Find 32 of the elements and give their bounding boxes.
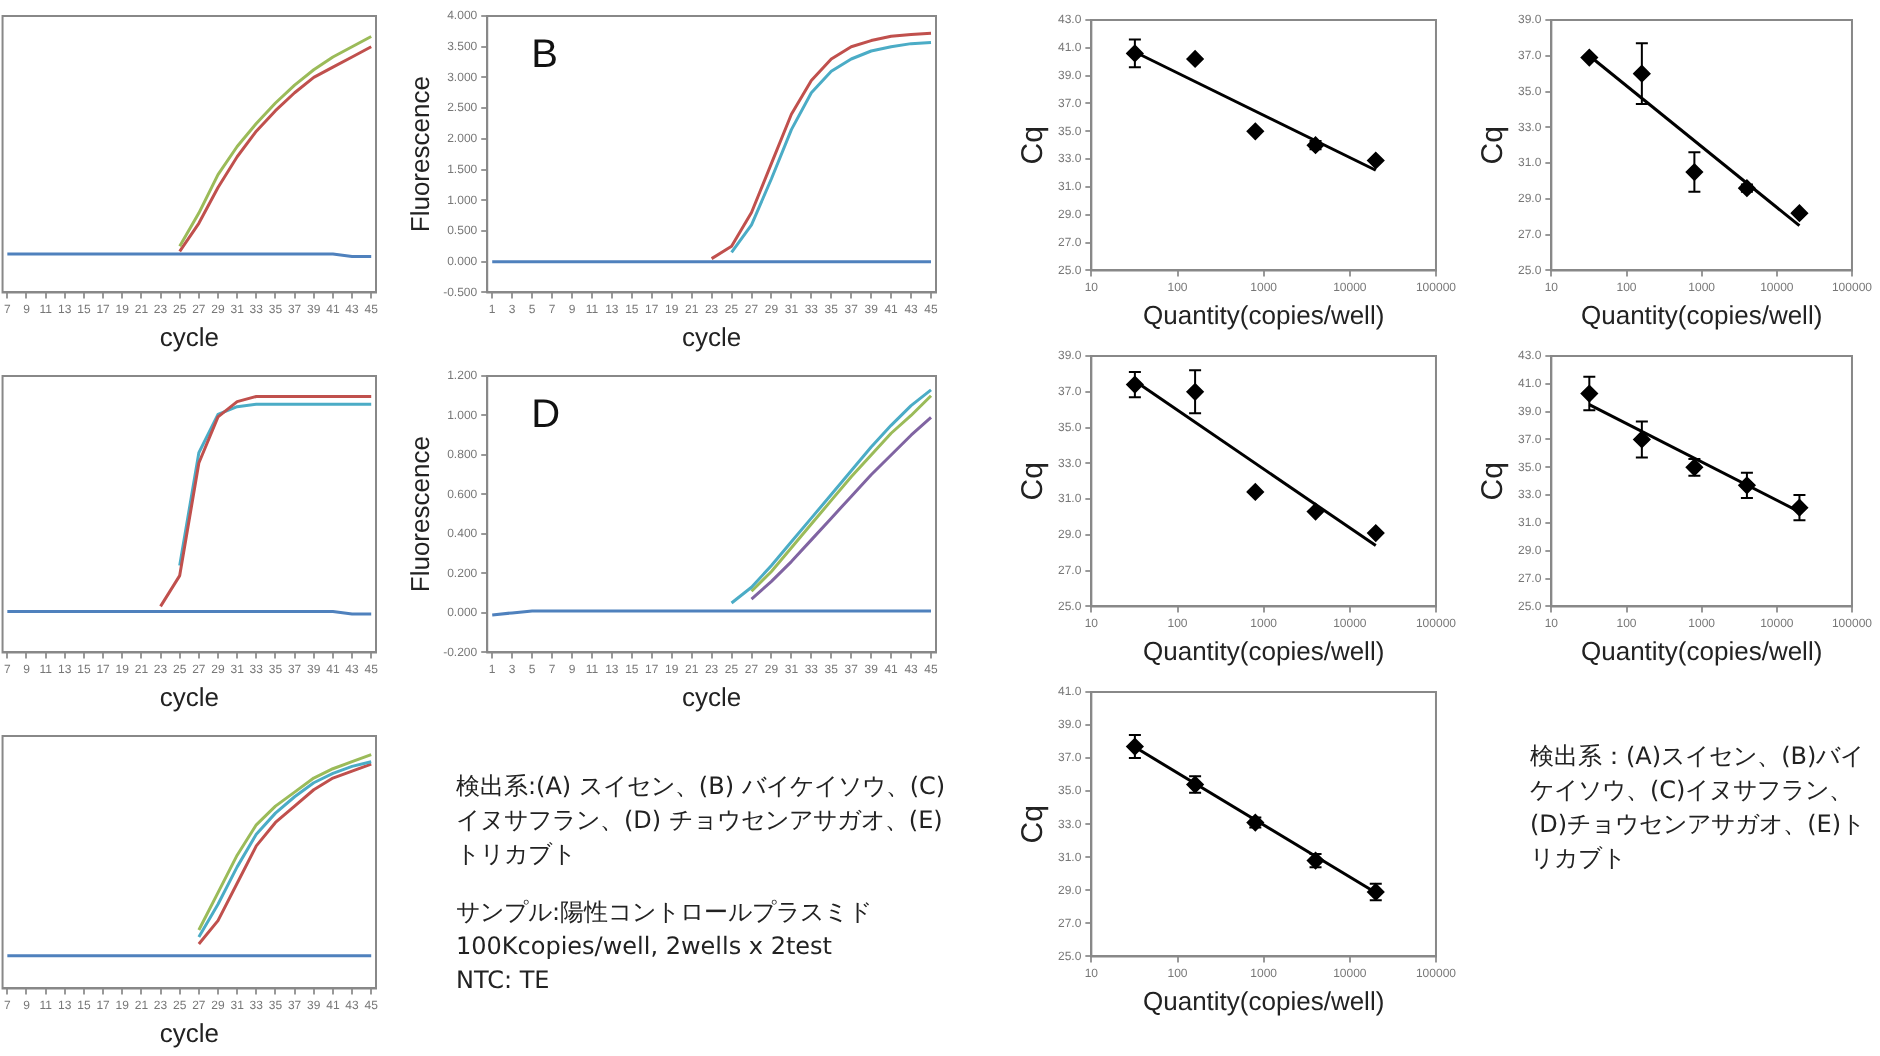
x-axis-title: Quantity(copies/well) (1581, 299, 1823, 330)
y-axis-title: Fluorescence (404, 436, 435, 593)
text: 100Kcopies/well, 2wells x 2test (456, 930, 834, 964)
text: サンプル:陽性コントロールプラスミド (456, 896, 875, 930)
x-axis-title: cycle (681, 681, 742, 712)
x-axis-title: Quantity(copies/well) (1143, 299, 1385, 330)
x-axis-title: cycle (681, 321, 742, 352)
y-axis-title: Cq (1476, 462, 1511, 501)
y-axis-title: Cq (1476, 126, 1511, 165)
point (1246, 122, 1264, 140)
x-axis-title: cycle (159, 681, 219, 712)
point (1307, 503, 1325, 521)
point (1790, 204, 1808, 222)
x-axis-title: cycle (159, 1017, 219, 1048)
point (1246, 483, 1264, 501)
x-axis-title: Quantity(copies/well) (1581, 635, 1823, 666)
annotation: D (531, 393, 561, 438)
x-axis-title: Quantity(copies/well) (1143, 635, 1385, 666)
annotation: B (531, 33, 558, 78)
y-axis-title: Cq (1016, 462, 1051, 501)
point (1367, 152, 1385, 169)
x-axis-title: Quantity(copies/well) (1143, 985, 1385, 1016)
x-axis-title: cycle (159, 321, 219, 352)
y-axis-title: Fluorescence (404, 76, 435, 233)
text: NTC: TE (456, 964, 552, 998)
point (1580, 49, 1598, 67)
text: 検出系：(A)スイセン、(B)バイケイソウ、(C)イヌサフラン、(D)チョウセンアサガオ、(E)トリカブト (1530, 740, 1868, 876)
text: 検出系:(A) スイセン、(B) バイケイソウ、(C) イヌサフラン、(D) チョウセンアサガオ、(E) トリカブト (456, 770, 948, 872)
y-axis-title: Cq (1016, 805, 1051, 844)
point (1367, 524, 1385, 542)
y-axis-title: Cq (1016, 126, 1051, 165)
point (1186, 50, 1204, 68)
